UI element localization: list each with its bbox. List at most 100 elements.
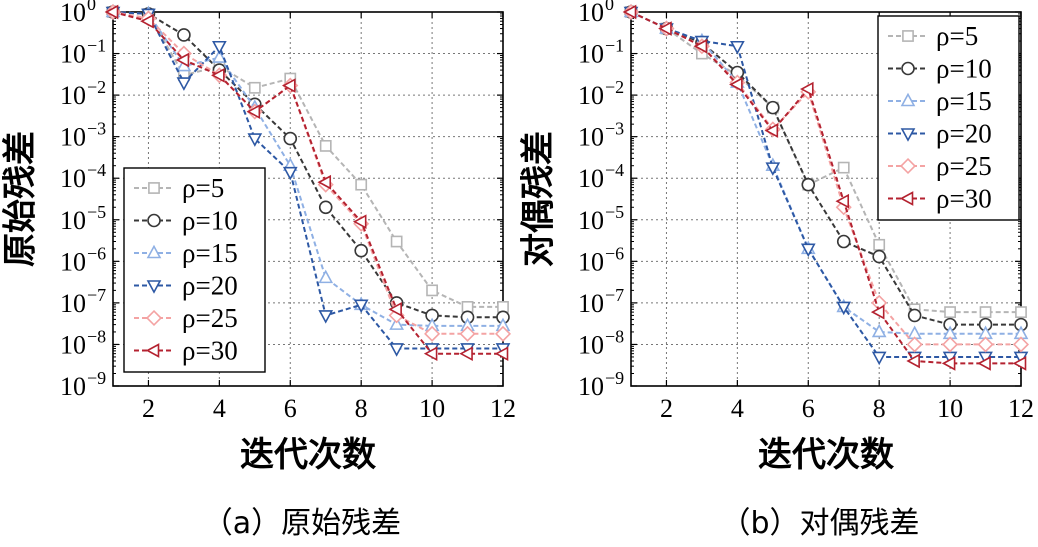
legend-label: ρ=10 [936,54,992,84]
data-point [352,214,367,230]
y-tick-exponent: −4 [605,160,624,180]
data-point [246,104,261,119]
legend-box [123,167,266,373]
data-point [355,178,368,191]
y-tick-exponent: −8 [605,326,624,346]
data-point [836,234,851,249]
x-tick-label: 10 [937,394,963,423]
y-tick-label: 10 [60,247,86,276]
y-tick-label: 10 [578,289,604,318]
y-tick-label: 10 [578,206,604,235]
y-tick-label: 10 [60,206,86,235]
data-point [389,343,404,357]
y-tick-label: 10 [578,0,604,27]
y-tick-exponent: −8 [87,326,106,346]
y-axis-label: 原始残差 [1,131,41,267]
legend-label: ρ=20 [936,119,992,149]
data-point [388,301,402,317]
data-point [870,304,885,320]
y-tick-exponent: −7 [87,285,106,305]
y-tick-exponent: −5 [605,202,624,222]
x-tick-label: 2 [142,394,155,423]
data-point [459,325,476,342]
series-6 [622,4,1027,371]
y-tick-label: 10 [60,81,86,110]
data-point [177,28,191,42]
legend-label: ρ=5 [182,173,224,203]
data-point [729,77,743,92]
legend-label: ρ=20 [182,271,238,301]
y-tick-exponent: −4 [87,160,106,180]
legend-label: ρ=30 [182,336,238,366]
data-point [354,243,368,258]
series-6 [104,4,509,362]
legend-label: ρ=10 [182,206,238,236]
data-point [942,336,959,353]
data-point [424,325,441,342]
y-tick-label: 10 [578,372,604,401]
x-tick-label: 8 [355,394,368,423]
legend-marker [146,244,162,259]
data-point [318,269,334,284]
y-tick-exponent: −6 [605,243,624,263]
series-line [630,11,1021,314]
y-tick-exponent: −9 [87,368,106,388]
data-point [317,174,332,190]
x-axis-label: 迭代次数 [758,435,894,475]
legend-label: ρ=15 [936,86,992,116]
data-point [389,316,404,330]
series-line [112,11,503,327]
legend-label: ρ=30 [936,184,992,214]
x-tick-label: 4 [731,394,744,423]
y-tick-label: 10 [578,164,604,193]
data-point [799,81,814,97]
legend-label: ρ=5 [936,21,978,51]
data-point [977,336,994,353]
y-tick-label: 10 [578,247,604,276]
x-tick-label: 6 [284,394,297,423]
y-tick-exponent: −2 [87,77,106,97]
data-point [979,306,992,319]
data-point [248,81,261,94]
data-point [319,139,332,152]
y-tick-exponent: −9 [605,368,624,388]
x-tick-label: 12 [1008,394,1034,423]
legend-marker [899,157,917,175]
data-point [907,308,922,323]
y-tick-label: 10 [60,372,86,401]
legend-label: ρ=25 [182,303,238,333]
data-point [494,346,509,362]
x-tick-label: 2 [660,394,673,423]
y-tick-label: 10 [60,123,86,152]
data-point [764,123,779,138]
x-tick-label: 8 [873,394,886,423]
data-point [766,100,780,115]
data-point [175,52,190,68]
data-point [906,336,923,353]
data-point [353,299,369,314]
legend: ρ=5ρ=10ρ=15ρ=20ρ=25ρ=30 [877,15,1020,221]
data-point [104,4,119,20]
data-point [835,193,850,209]
x-axis-label: 迭代次数 [240,435,376,475]
y-tick-exponent: 0 [605,0,614,14]
data-point [318,310,334,324]
y-tick-exponent: −3 [605,119,624,139]
data-point [247,133,263,147]
data-point [459,346,473,362]
y-tick-label: 10 [578,40,604,69]
y-tick-label: 10 [578,81,604,110]
data-point [140,13,154,29]
figure-caption: （b）对偶残差 [720,506,919,541]
figure-caption: （a）原始残差 [203,506,401,541]
data-point [693,38,708,54]
data-point [836,301,852,316]
data-point [212,40,227,55]
data-point [941,356,956,371]
data-point [390,235,403,248]
data-point [872,249,886,264]
x-tick-label: 12 [490,394,516,423]
legend-box [877,15,1020,221]
